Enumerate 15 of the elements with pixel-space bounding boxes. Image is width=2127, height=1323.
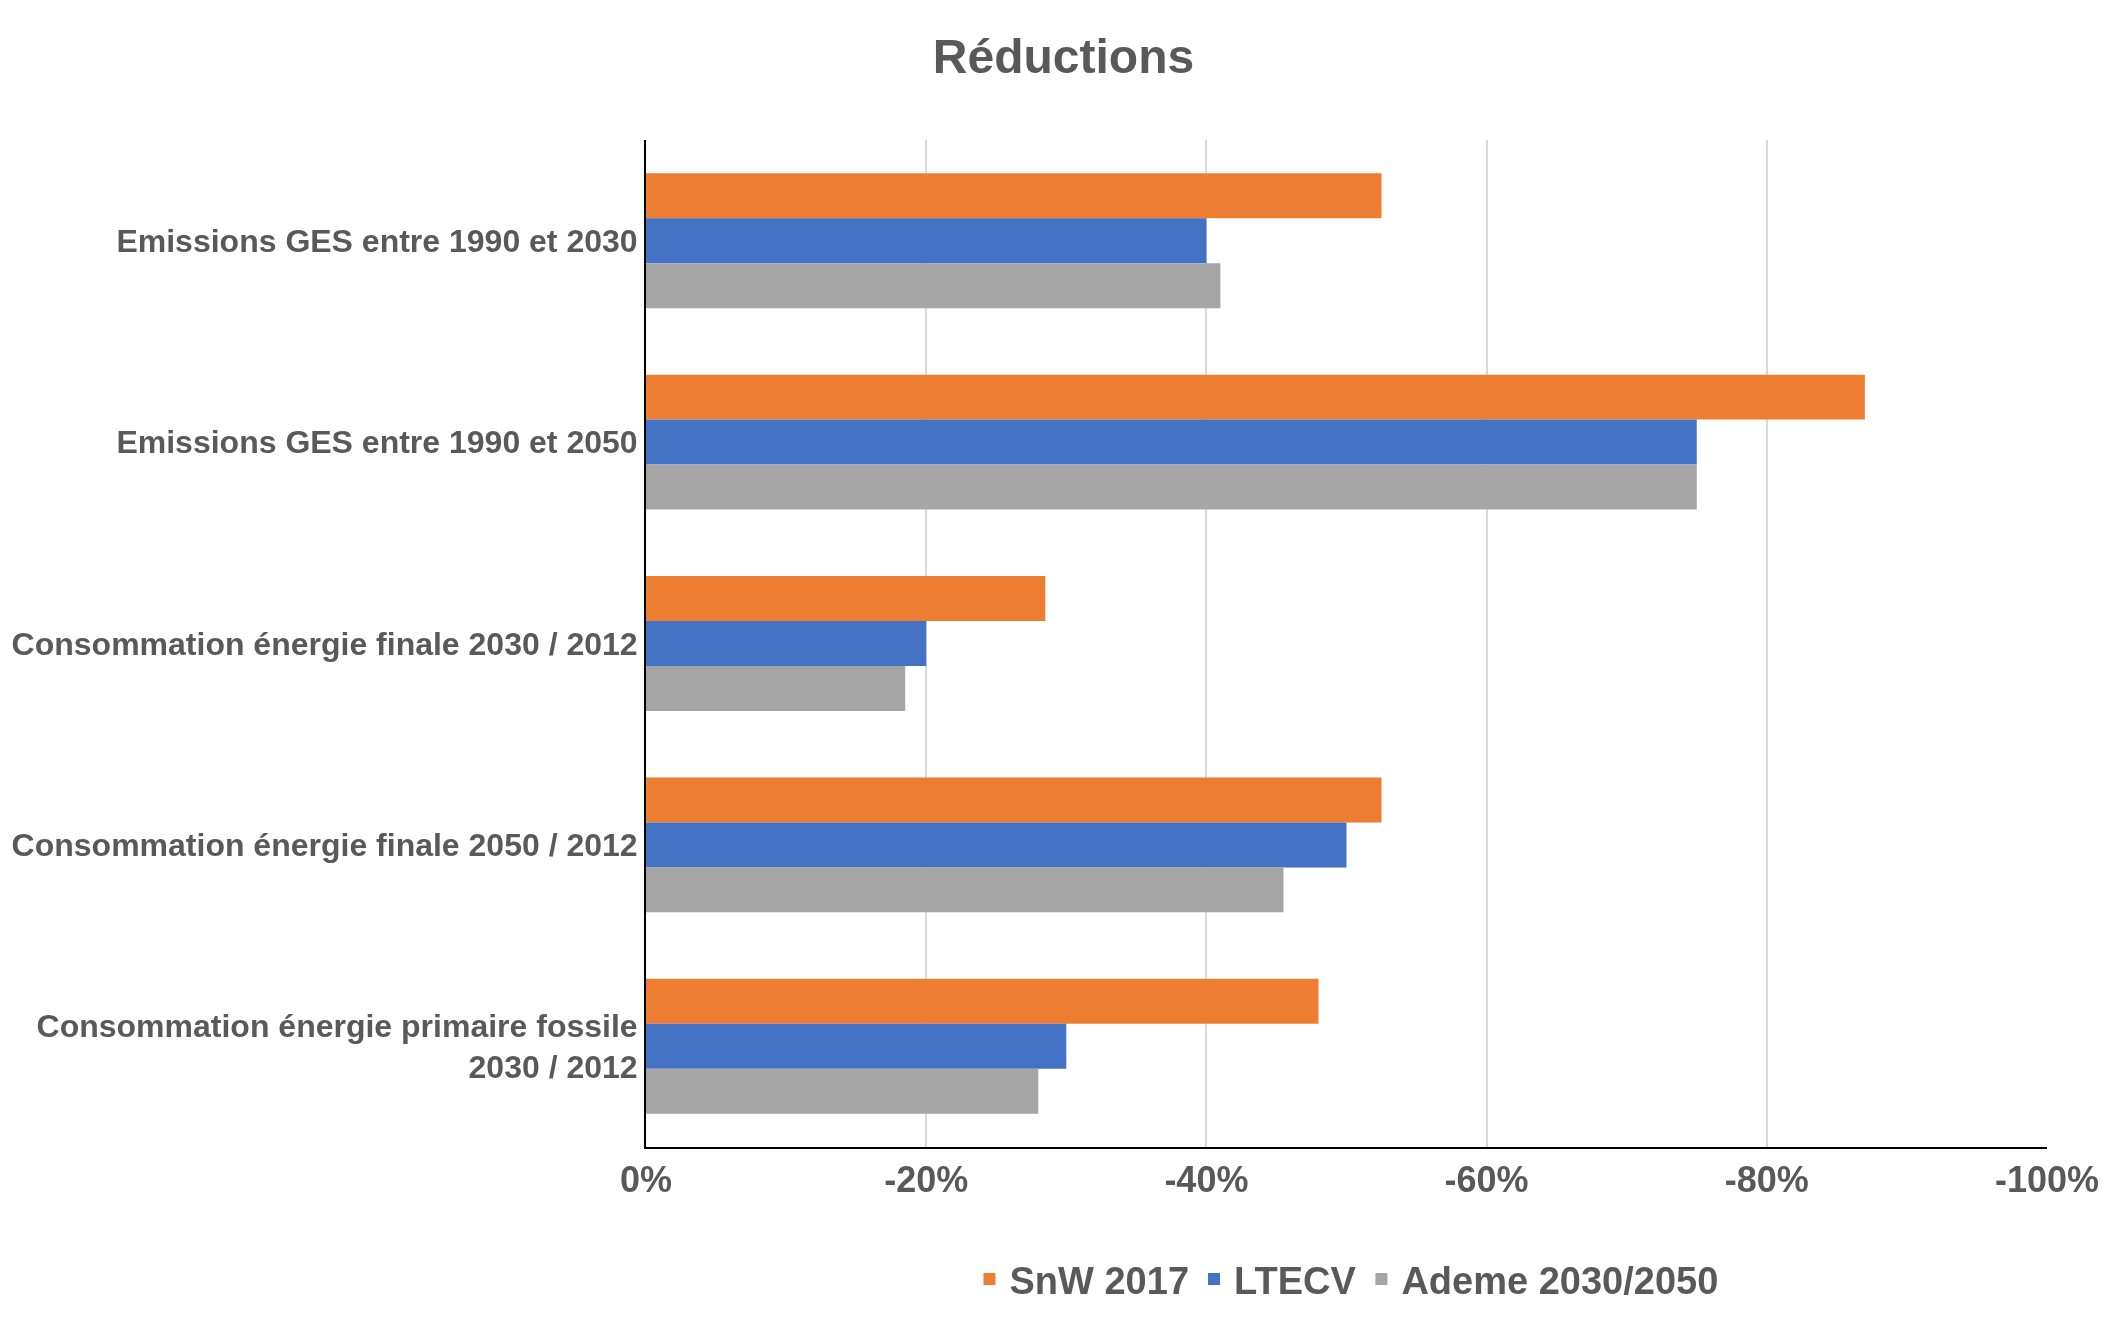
y-tick-label: Consommation énergie primaire fossile 2030 / 2012 [36, 1007, 638, 1086]
y-tick-label: Emissions GES entre 1990 et 2030 [116, 222, 638, 259]
y-tick-label: Emissions GES entre 1990 et 2050 [116, 424, 638, 461]
legend-label: LTECV [1234, 1259, 1357, 1302]
legend-label: SnW 2017 [1009, 1259, 1190, 1302]
legend-label: Ademe 2030/2050 [1401, 1259, 1719, 1302]
x-tick-label: -20% [884, 1159, 969, 1201]
y-tick-label: Consommation énergie finale 2030 / 2012 [11, 625, 638, 662]
x-tick-label: 0% [619, 1159, 673, 1201]
x-tick-label: -80% [1724, 1159, 1809, 1201]
x-tick-label: -40% [1164, 1159, 1249, 1201]
x-tick-label: -60% [1444, 1159, 1529, 1201]
y-tick-label: Consommation énergie finale 2050 / 2012 [11, 827, 638, 864]
x-tick-label: -100% [1994, 1159, 2100, 1201]
chart-title: Réductions [932, 30, 1195, 84]
